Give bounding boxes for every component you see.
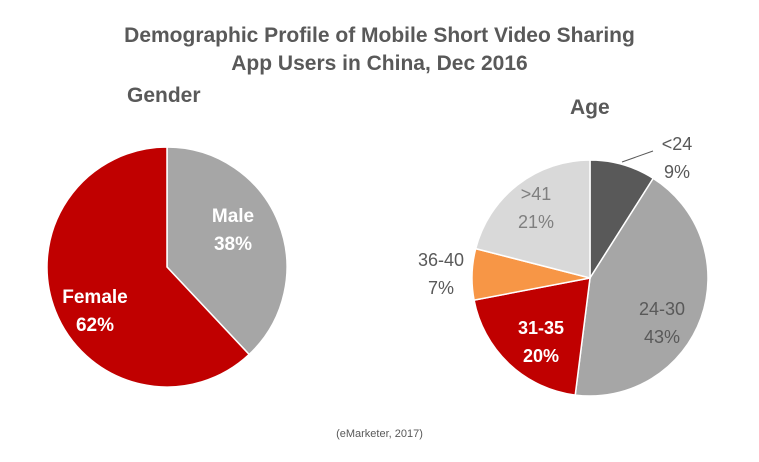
chart-title: Demographic Profile of Mobile Short Vide… [0, 22, 759, 78]
age-slice-31-35-label: 31-35 [518, 318, 564, 338]
gender-slice-female-label: Female [62, 287, 127, 308]
age-slice-31-35-value: 20% [523, 346, 559, 366]
age-slice-under24-leader-line [621, 150, 654, 163]
age-slice-24-30-value: 43% [644, 327, 680, 347]
age-slice-31-35 [473, 277, 591, 396]
gender-chart-title: Gender [127, 84, 201, 107]
age-slice-24-30 [574, 177, 709, 397]
gender-slice-male-label: Male [212, 206, 254, 227]
age-slice-41 [474, 159, 591, 279]
age-pie-chart: <24 9% 24-30 43% 31-35 20% 36-40 7% >41 21% [418, 134, 709, 397]
gender-slice-female [46, 146, 251, 388]
age-slice-36-40-label: 36-40 [418, 250, 464, 270]
gender-slice-male-value: 38% [214, 234, 252, 255]
age-slice-41-label: >41 [521, 184, 552, 204]
chart-title-line-1: Demographic Profile of Mobile Short Vide… [124, 24, 635, 47]
gender-slice-female-value: 62% [76, 315, 114, 336]
age-chart-title: Age [570, 96, 610, 119]
age-slice-41-value: 21% [518, 212, 554, 232]
gender-pie-chart: Male 38% Female 62% [46, 146, 288, 388]
age-slice-24-label: <24 [662, 134, 693, 154]
gender-slice-male [166, 146, 288, 356]
age-slice-36-40-value: 7% [428, 278, 454, 298]
age-slice-24-value: 9% [664, 162, 690, 182]
age-slice-24-30-label: 24-30 [639, 299, 685, 319]
source-note: (eMarketer, 2017) [336, 428, 423, 440]
chart-title-line-2: App Users in China, Dec 2016 [231, 52, 528, 75]
